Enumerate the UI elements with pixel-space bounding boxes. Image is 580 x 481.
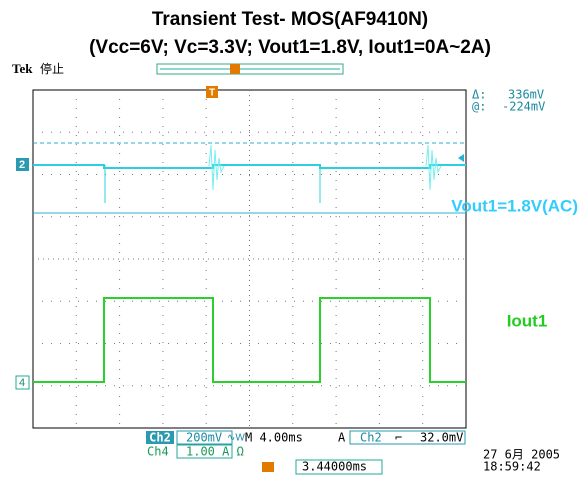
trigger-level-marker <box>458 154 464 162</box>
trigger-box <box>349 430 466 445</box>
ch4-scale: 1.00 A Ω <box>186 445 244 459</box>
ch2-trace <box>33 164 466 169</box>
ch2-scale-box <box>176 430 233 445</box>
subtitle: (Vcc=6V; Vc=3.3V; Vout1=1.8V, Iout1=0A~2… <box>89 37 491 58</box>
bandwidth: ∿W <box>227 433 245 444</box>
ch2-status: Ch2 <box>149 431 171 445</box>
ch2-status-box <box>146 431 174 444</box>
position-icon <box>262 462 274 472</box>
trigger-slope: ⌐ <box>395 431 402 445</box>
acq-mode: A <box>338 431 346 445</box>
timebase: M 4.00ms <box>245 431 303 445</box>
ch4-scale-box <box>176 444 233 459</box>
cursor-delta-label: Δ: <box>472 88 486 102</box>
trigger-source: Ch2 <box>360 431 382 445</box>
cursor-at: -224mV <box>502 100 545 114</box>
ch4-marker-label: 4 <box>19 377 25 389</box>
time: 18:59:42 <box>483 460 541 474</box>
trigger-level: 32.0mV <box>420 431 463 445</box>
trigger-pos-top <box>230 64 240 74</box>
ch2-marker <box>16 158 29 171</box>
record-bar <box>156 63 344 75</box>
ch2-ringing <box>425 144 442 191</box>
cursor-delta: 336mV <box>508 88 544 102</box>
ch2-marker-label: 2 <box>19 159 25 171</box>
trigger-marker <box>206 86 218 98</box>
ch2-scale: 200mV <box>186 431 222 445</box>
grid <box>33 90 466 428</box>
brand: Tek <box>12 61 33 76</box>
position-box <box>295 459 383 475</box>
ch4-marker <box>15 375 30 390</box>
cursor-at-label: @: <box>472 100 486 114</box>
ch4-trace <box>33 297 466 383</box>
position: 3.44000ms <box>302 460 367 474</box>
date: 27 6月 2005 <box>483 448 560 462</box>
trigger-label: T <box>209 88 215 99</box>
vout-annotation: Vout1=1.8V(AC) <box>451 196 578 215</box>
ch4-status: Ch4 <box>147 445 169 459</box>
ch2-ringing <box>208 144 225 191</box>
title: Transient Test- MOS(AF9410N) <box>152 9 428 30</box>
run-state: 停止 <box>40 61 64 76</box>
iout-annotation: Iout1 <box>507 311 548 330</box>
